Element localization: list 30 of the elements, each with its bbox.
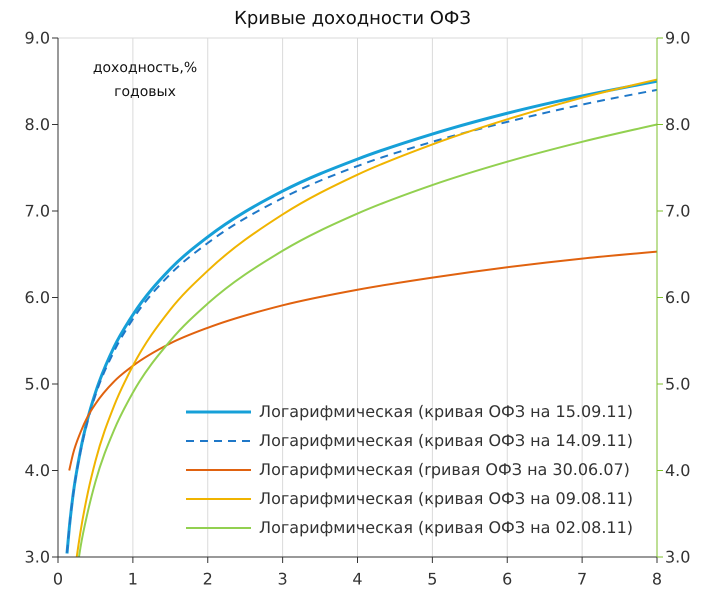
y2-tick-label: 4.0	[665, 461, 690, 480]
y2-tick-label: 8.0	[665, 115, 690, 134]
legend-label: Логарифмическая (кривая ОФЗ на 14.09.11)	[259, 431, 633, 450]
legend-label: Логарифмическая (кривая ОФЗ на 09.08.11)	[259, 489, 633, 508]
x-tick-label: 3	[278, 569, 288, 588]
legend-label: Логарифмическая (кривая ОФЗ на 15.09.11)	[259, 402, 633, 421]
y2-tick-label: 9.0	[665, 28, 690, 48]
y-tick-label: 8.0	[24, 115, 50, 134]
x-tick-label: 0	[52, 569, 64, 588]
y2-tick-label: 3.0	[665, 548, 690, 567]
x-tick-label: 5	[427, 569, 438, 588]
x-tick-label: 8	[652, 569, 662, 588]
y-tick-label: 3.0	[24, 548, 50, 567]
y2-tick-label: 7.0	[665, 202, 690, 221]
x-tick-label: 2	[202, 569, 213, 588]
chart-title: Кривые доходности ОФЗ	[233, 8, 472, 29]
x-tick-label: 6	[502, 569, 512, 588]
y2-tick-label: 5.0	[665, 374, 690, 394]
x-tick-label: 4	[352, 569, 363, 588]
x-tick-label: 1	[128, 569, 138, 588]
y-tick-label: 5.0	[24, 374, 50, 394]
legend-label: Логарифмическая (кривая ОФЗ на 02.08.11)	[259, 518, 633, 537]
legend-label: Логарифмическая (rривая ОФЗ на 30.06.07)	[259, 460, 630, 479]
y-tick-label: 9.0	[24, 28, 50, 48]
x-tick-label: 7	[577, 569, 588, 588]
y2-tick-label: 6.0	[665, 288, 690, 308]
y-tick-label: 4.0	[24, 461, 50, 480]
y-tick-label: 6.0	[24, 288, 50, 308]
y-tick-label: 7.0	[24, 202, 50, 221]
annotation: доходность,% годовых	[92, 59, 198, 102]
